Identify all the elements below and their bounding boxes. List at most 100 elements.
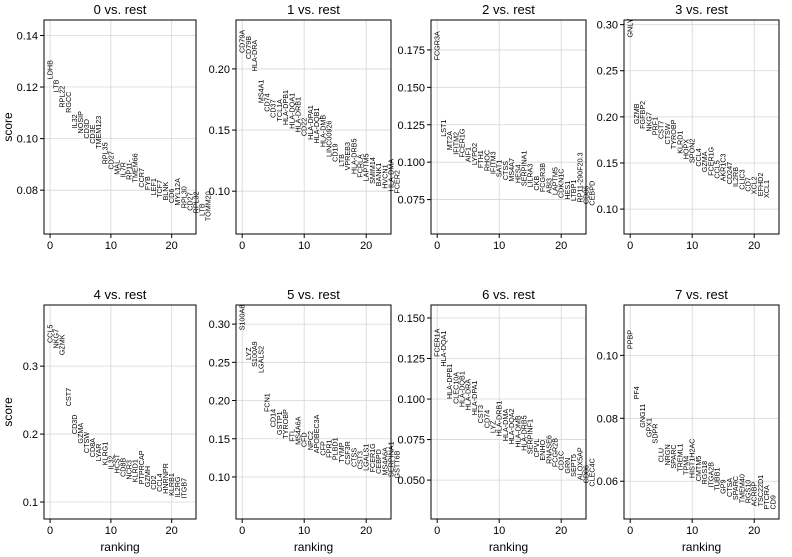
y-tick-label: 0.20 [597, 112, 618, 124]
gene-label: HLA-DQA1 [439, 331, 448, 367]
y-tick-label: 0.125 [397, 120, 425, 132]
x-tick-label: 20 [555, 525, 567, 537]
gene-label: RP11- [125, 159, 134, 179]
y-tick-label: 0.075 [397, 195, 425, 207]
panel-frame [623, 19, 780, 235]
y-tick-label: 0.075 [397, 435, 425, 447]
gene-label: NCR3 [125, 460, 134, 480]
gene-label: GZMK [58, 334, 67, 355]
gene-label: LINC00926 [325, 121, 334, 157]
gene-label: GZMB [632, 103, 641, 124]
gene-label: HOPX [682, 139, 691, 160]
y-tick-label: 0.100 [397, 394, 425, 406]
gene-label: LAPTM5 [362, 153, 371, 181]
gene-label: CD86 [582, 186, 591, 204]
gene-label: TYMP [337, 442, 346, 462]
gene-label: GZMA [700, 151, 709, 172]
gene-label: TSC22D1 [756, 475, 765, 507]
gene-label: CPVL [532, 439, 541, 458]
gene-label: CD86 [582, 465, 591, 483]
gene-label: CFP [318, 441, 327, 456]
gene-label: IFITM2 [451, 132, 460, 155]
y-tick-label: 0.10 [17, 134, 38, 146]
gene-label: FTL [287, 429, 296, 442]
gene-label: APOBEC3A [312, 414, 321, 453]
x-tick-label: 0 [627, 525, 633, 537]
gene-label: IL32 [70, 114, 79, 128]
gene-label: BLNK [161, 182, 170, 201]
gene-label: CCL5 [46, 325, 55, 343]
panel-frame [623, 304, 780, 520]
gene-label: SPARC [669, 444, 678, 468]
gene-label: TYROBP [669, 119, 678, 149]
gene-label: IL2RG [173, 476, 182, 497]
gene-label: CLU [657, 448, 666, 462]
gene-label: LAPTM5 [551, 167, 560, 195]
gene-label: KLRD1 [675, 131, 684, 154]
gene-label: HLA-DMA [501, 409, 510, 442]
gene-label: LTBP1 [569, 180, 578, 201]
gene-label: CD37 [269, 99, 278, 117]
gene-label: HLA-DPA1 [306, 105, 315, 140]
y-tick-label: 0.150 [397, 82, 425, 94]
y-tick-label: 0.2 [23, 429, 38, 441]
gene-label: HLA-DRA [464, 379, 473, 411]
gene-label: CST3 [476, 405, 485, 423]
gene-label: LST1 [439, 120, 448, 137]
x-tick-label: 20 [748, 240, 760, 252]
gene-label: SERPINA1 [520, 151, 529, 187]
gene-label: RNASE6 [544, 435, 553, 464]
gene-label: CLEC10A [451, 372, 460, 404]
y-tick-label: 0.125 [397, 354, 425, 366]
gene-label: SDPR [651, 423, 660, 443]
gene-label: HLA-DMB [513, 415, 522, 448]
gene-label: CTSS [349, 448, 358, 467]
gene-label: GZMA [76, 423, 85, 444]
gene-label: AKR1C3 [719, 153, 728, 181]
gene-label: ENHO [538, 439, 547, 460]
y-tick-label: 0.15 [597, 158, 618, 170]
x-tick-label: 20 [748, 525, 760, 537]
gene-label: FCGR3B [538, 163, 547, 192]
gene-label: GSTP1 [275, 411, 284, 435]
gene-label: IL2RB [731, 167, 740, 187]
gene-label: LEF1 [149, 178, 158, 195]
gene-label: CD8A [88, 438, 97, 457]
gene-label: SAT1 [495, 160, 504, 177]
gene-label: CCL4 [155, 473, 164, 491]
x-tick-label: 0 [239, 240, 245, 252]
panel-title: 6 vs. rest [482, 287, 535, 302]
gene-label: MYL12A [173, 178, 182, 206]
gene-label: IL32 [106, 455, 115, 469]
gene-label: GP9 [719, 479, 728, 493]
y-tick-label: 0.20 [209, 64, 230, 76]
x-axis-label: ranking [100, 540, 139, 554]
panel-2: 2 vs. rest 0 10 20 0.075 0.100 0.125 0.150 0.175… [397, 2, 596, 252]
gene-label: PRF1 [651, 117, 660, 135]
gene-label: LYAR [94, 444, 103, 462]
panel-frame [235, 304, 392, 520]
gene-label: XCL2 [750, 176, 759, 194]
x-tick-label: 20 [166, 240, 178, 252]
gene-label: NPC2 [306, 431, 315, 450]
panel-0: 0 vs. rest 0 10 20 0.08 0.10 0.12 0.14 score LDHB… [1, 2, 213, 252]
x-tick-label: 0 [627, 240, 633, 252]
gene-label: HLA-DRB1 [495, 401, 504, 437]
gene-label: GPX1 [644, 418, 653, 437]
gene-label: LYPD2 [470, 143, 479, 165]
gene-label: PLBD1 [331, 437, 340, 460]
gene-label: S100A9 [250, 341, 259, 367]
x-tick-label: 10 [493, 525, 505, 537]
gene-label: RHOC [482, 150, 491, 171]
gene-label: CST7 [64, 388, 73, 406]
gene-label: HIST1H2AC [688, 439, 697, 479]
panel-4: 4 vs. rest 0 10 20 0.1 0.2 0.3 ranking score CCL5… [1, 287, 197, 554]
gene-label: SMIM14 [368, 157, 377, 184]
gene-label: CDKN1C [557, 169, 566, 199]
gene-label: LGALS1 [362, 444, 371, 471]
gene-label: CST3 [356, 451, 365, 469]
x-tick-label: 10 [298, 240, 310, 252]
gene-label: FCER1G [458, 128, 467, 158]
gene-label: CEBPD [374, 449, 383, 474]
panel-frame [430, 19, 587, 235]
